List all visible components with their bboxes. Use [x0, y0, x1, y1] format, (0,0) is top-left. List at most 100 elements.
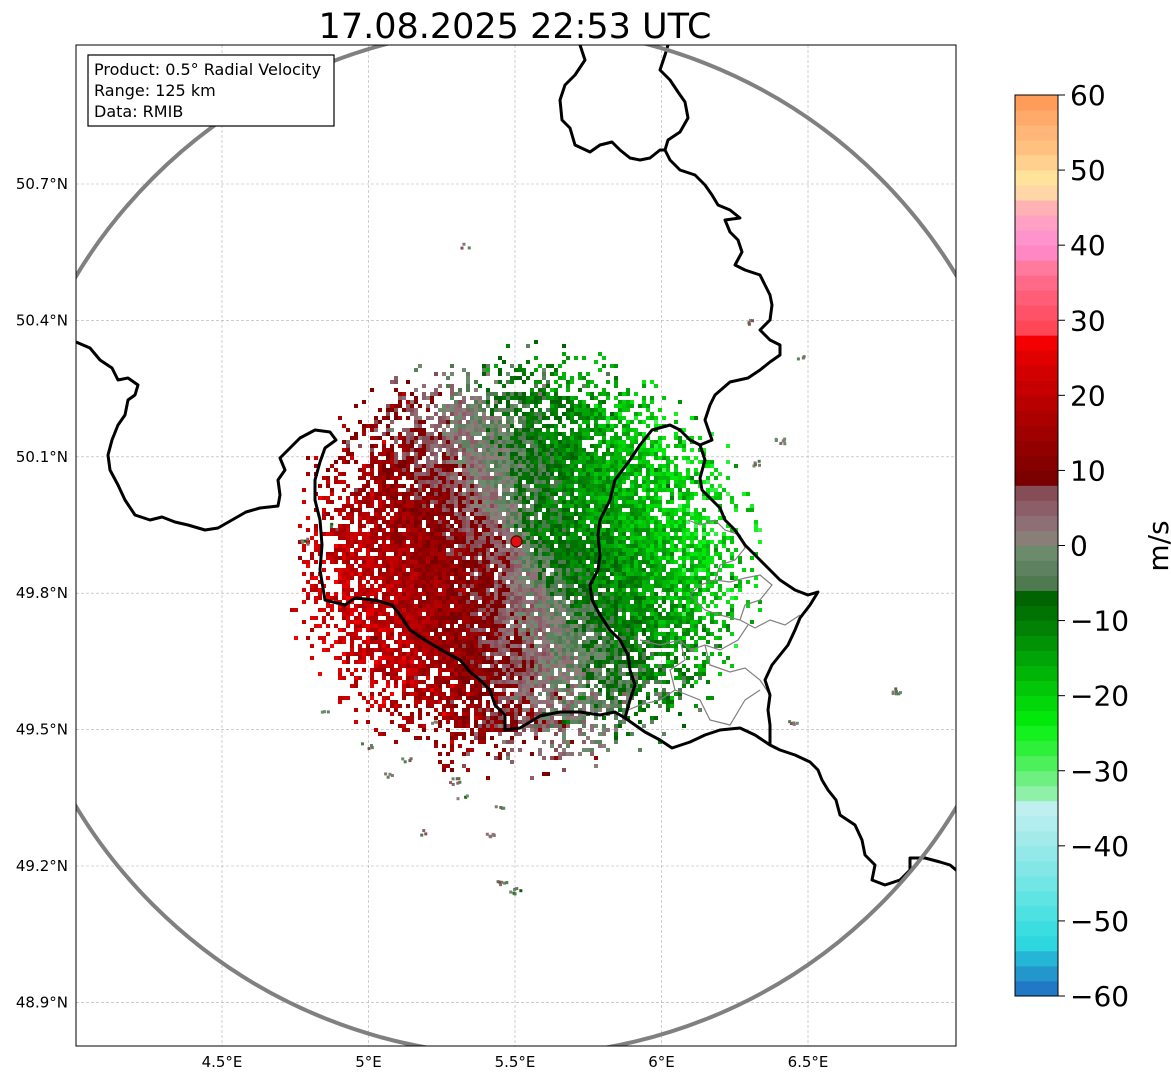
echo-cell [370, 648, 374, 652]
echo-cell [578, 612, 582, 616]
echo-cell [318, 672, 322, 676]
echo-cell [346, 568, 350, 572]
echo-cell [602, 528, 606, 532]
echo-cell [382, 672, 386, 676]
echo-cell [594, 540, 598, 544]
echo-cell [570, 604, 574, 608]
echo-cell [498, 684, 502, 688]
echo-cell [438, 532, 442, 536]
echo-cell [418, 680, 422, 684]
echo-cell [414, 676, 418, 680]
echo-cell [374, 428, 378, 432]
echo-cell [394, 568, 398, 572]
echo-cell [506, 668, 510, 672]
echo-cell [546, 580, 550, 584]
echo-cell [558, 580, 562, 584]
echo-cell [558, 676, 562, 680]
echo-cell [458, 536, 462, 540]
echo-cell [450, 652, 454, 656]
echo-cell [426, 516, 430, 520]
echo-cell [494, 364, 498, 368]
echo-cell [558, 624, 562, 628]
echo-cell [370, 616, 374, 620]
echo-cell [478, 460, 482, 464]
echo-cell [570, 612, 574, 616]
echo-cell [506, 432, 510, 436]
echo-cell [522, 496, 526, 500]
echo-cell [394, 404, 398, 408]
echo-cell [418, 420, 422, 424]
echo-cell [334, 468, 338, 472]
echo-cell [394, 492, 398, 496]
echo-cell [406, 576, 410, 580]
echo-cell [450, 536, 454, 540]
echo-cell [558, 464, 562, 468]
echo-cell [498, 728, 502, 732]
echo-cell [394, 468, 398, 472]
echo-cell [402, 448, 406, 452]
echo-cell [550, 400, 554, 404]
echo-cell [502, 472, 506, 476]
echo-cell [578, 556, 582, 560]
echo-cell [586, 576, 590, 580]
echo-cell [506, 428, 510, 432]
echo-cell [494, 648, 498, 652]
echo-cell [526, 656, 530, 660]
echo-cell [382, 624, 386, 628]
echo-cell [514, 596, 518, 600]
echo-cell [354, 720, 358, 724]
echo-cell [410, 540, 414, 544]
echo-cell [542, 424, 546, 428]
echo-cell [486, 468, 490, 472]
echo-cell [442, 716, 446, 720]
echo-cell [590, 464, 594, 468]
echo-cell [566, 560, 570, 564]
echo-cell [538, 508, 542, 512]
echo-cell [518, 460, 522, 464]
echo-cell [530, 408, 534, 412]
echo-cell [354, 488, 358, 492]
echo-cell [514, 548, 518, 552]
echo-cell [506, 620, 510, 624]
echo-cell [470, 636, 474, 640]
echo-cell [366, 544, 370, 548]
echo-cell [358, 620, 362, 624]
echo-cell [350, 568, 354, 572]
echo-cell [606, 612, 610, 616]
echo-cell [566, 692, 570, 696]
echo-cell [390, 700, 394, 704]
echo-cell [570, 648, 574, 652]
echo-cell [418, 512, 422, 516]
echo-cell [502, 692, 506, 696]
echo-cell [530, 564, 534, 568]
echo-cell [518, 508, 522, 512]
echo-cell [534, 632, 538, 636]
echo-cell [454, 720, 458, 724]
figure-title: 17.08.2025 22:53 UTC [319, 7, 712, 47]
echo-cell [502, 532, 506, 536]
echo-cell [534, 676, 538, 680]
echo-cell [430, 424, 434, 428]
echo-cell [366, 588, 370, 592]
echo-cell [346, 532, 350, 536]
echo-cell [414, 636, 418, 640]
echo-cell [578, 516, 582, 520]
echo-cell [522, 412, 526, 416]
echo-cell [554, 444, 558, 448]
echo-cell [514, 604, 518, 608]
echo-cell [538, 388, 542, 392]
echo-cell [394, 580, 398, 584]
echo-cell [370, 568, 374, 572]
echo-cell [398, 576, 402, 580]
echo-cell [510, 740, 514, 744]
echo-cell [450, 736, 454, 740]
echo-cell [370, 612, 374, 616]
echo-cell [602, 572, 606, 576]
echo-cell [594, 624, 598, 628]
echo-cell [542, 460, 546, 464]
echo-cell [366, 720, 370, 724]
echo-cell [610, 556, 614, 560]
echo-cell [458, 552, 462, 556]
echo-cell [370, 496, 374, 500]
echo-cell [438, 724, 442, 728]
